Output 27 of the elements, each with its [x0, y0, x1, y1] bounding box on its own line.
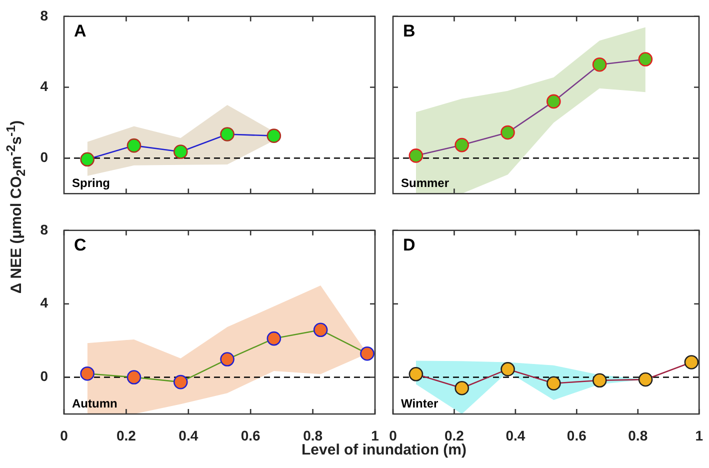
annotation: Spring: [72, 176, 110, 190]
x-tick-label: 0.6: [566, 427, 587, 444]
x-axis-title: Level of inundation (m): [302, 442, 466, 458]
annotation: D: [403, 236, 416, 255]
annotation: C: [74, 236, 86, 255]
x-tick-label: 0.2: [444, 427, 464, 444]
x-tick-label: 0.8: [628, 427, 648, 444]
x-tick-label: 1: [695, 427, 704, 444]
x-tick-label: 0.2: [116, 427, 136, 444]
x-tick-label: 0.8: [303, 427, 323, 444]
x-tick-label: 1: [371, 427, 380, 444]
y-tick-label: 0: [40, 368, 48, 384]
annotation: Summer: [401, 176, 450, 190]
annotation: B: [403, 22, 416, 41]
annotation: Winter: [401, 396, 439, 410]
y-tick-label: 8: [40, 7, 48, 24]
y-tick-label: 8: [40, 221, 48, 238]
x-tick-label: 0.4: [506, 427, 526, 444]
x-tick-label: 0: [60, 427, 68, 444]
x-tick-label: 0.4: [178, 427, 198, 444]
y-tick-label: 0: [40, 149, 48, 166]
x-tick-label: 0.6: [240, 427, 261, 444]
y-tick-label: 4: [40, 78, 48, 94]
x-tick-label: 0: [389, 427, 398, 444]
annotation: A: [74, 22, 86, 41]
y-tick-label: 4: [40, 294, 48, 311]
annotation: Autumn: [72, 396, 118, 410]
